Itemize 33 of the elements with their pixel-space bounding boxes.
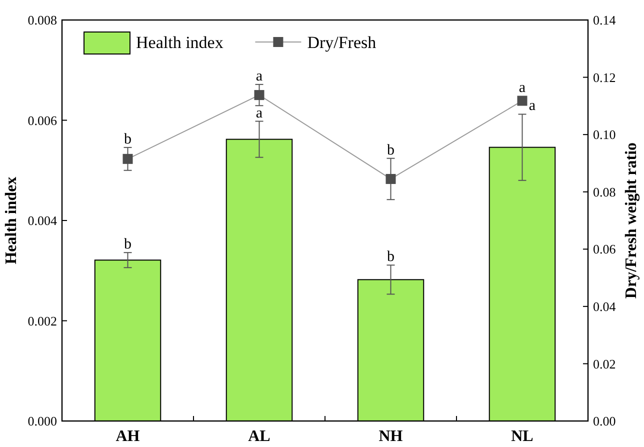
point xyxy=(122,154,133,164)
y-tick-label: 0.000 xyxy=(28,414,57,429)
data-label: a xyxy=(256,105,263,122)
y2-tick-label: 0.12 xyxy=(593,70,616,85)
y2-tick-label: 0.10 xyxy=(593,127,616,142)
point xyxy=(517,96,528,106)
data-label: a xyxy=(518,80,526,96)
data-label: b xyxy=(124,131,132,148)
data-label: b xyxy=(124,236,132,253)
y2-axis-title: Dry/Fresh weight ratio xyxy=(623,142,640,299)
legend-label: Dry/Fresh xyxy=(307,32,377,52)
y2-tick-label: 0.08 xyxy=(593,184,616,200)
y2-tick-label: 0.06 xyxy=(593,242,616,257)
data-label: b xyxy=(387,249,394,266)
data-label: b xyxy=(387,142,394,158)
data-label: a xyxy=(528,98,536,114)
y-tick-label: 0.006 xyxy=(28,112,58,128)
y2-tick-label: 0.00 xyxy=(593,414,616,429)
y-axis-title: Health index xyxy=(3,176,20,264)
x-tick-label: AL xyxy=(248,428,270,445)
x-tick-label: AH xyxy=(116,428,140,445)
point xyxy=(386,174,396,184)
legend-label: Health index xyxy=(136,32,224,52)
y2-tick-label: 0.14 xyxy=(593,12,616,28)
y-tick-label: 0.002 xyxy=(28,313,57,328)
point xyxy=(254,90,264,100)
y2-tick-label: 0.02 xyxy=(593,356,616,372)
data-label: a xyxy=(256,68,263,84)
x-tick-label: NH xyxy=(378,428,404,445)
y-tick-label: 0.008 xyxy=(28,12,57,28)
y-tick-label: 0.004 xyxy=(28,213,58,228)
y2-tick-label: 0.04 xyxy=(593,298,616,314)
x-tick-label: NL xyxy=(511,428,534,445)
